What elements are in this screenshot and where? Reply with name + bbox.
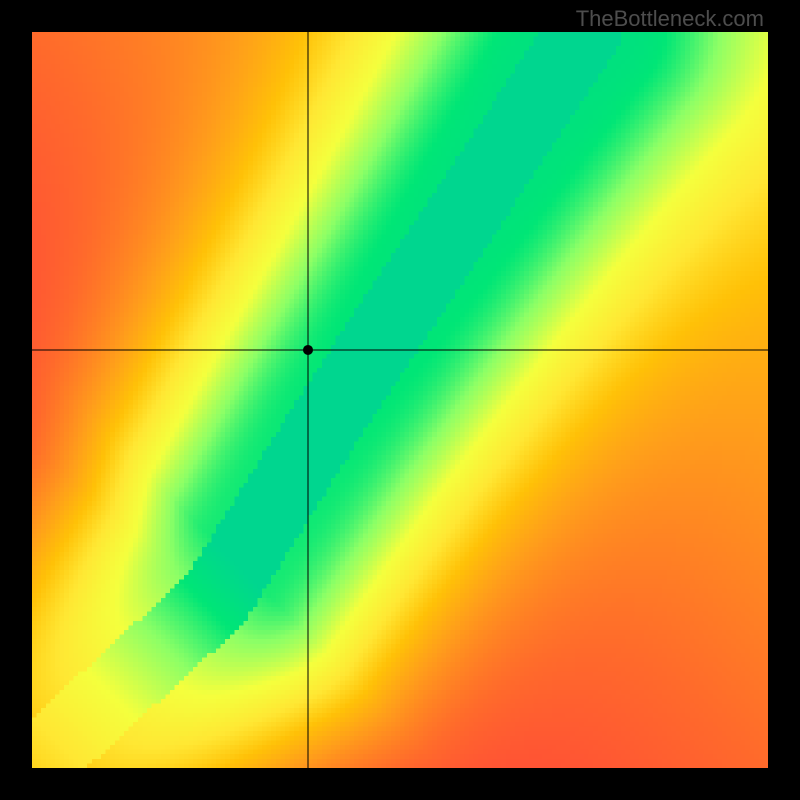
bottleneck-heatmap (32, 32, 768, 768)
chart-container: TheBottleneck.com (0, 0, 800, 800)
watermark-text: TheBottleneck.com (576, 6, 764, 32)
